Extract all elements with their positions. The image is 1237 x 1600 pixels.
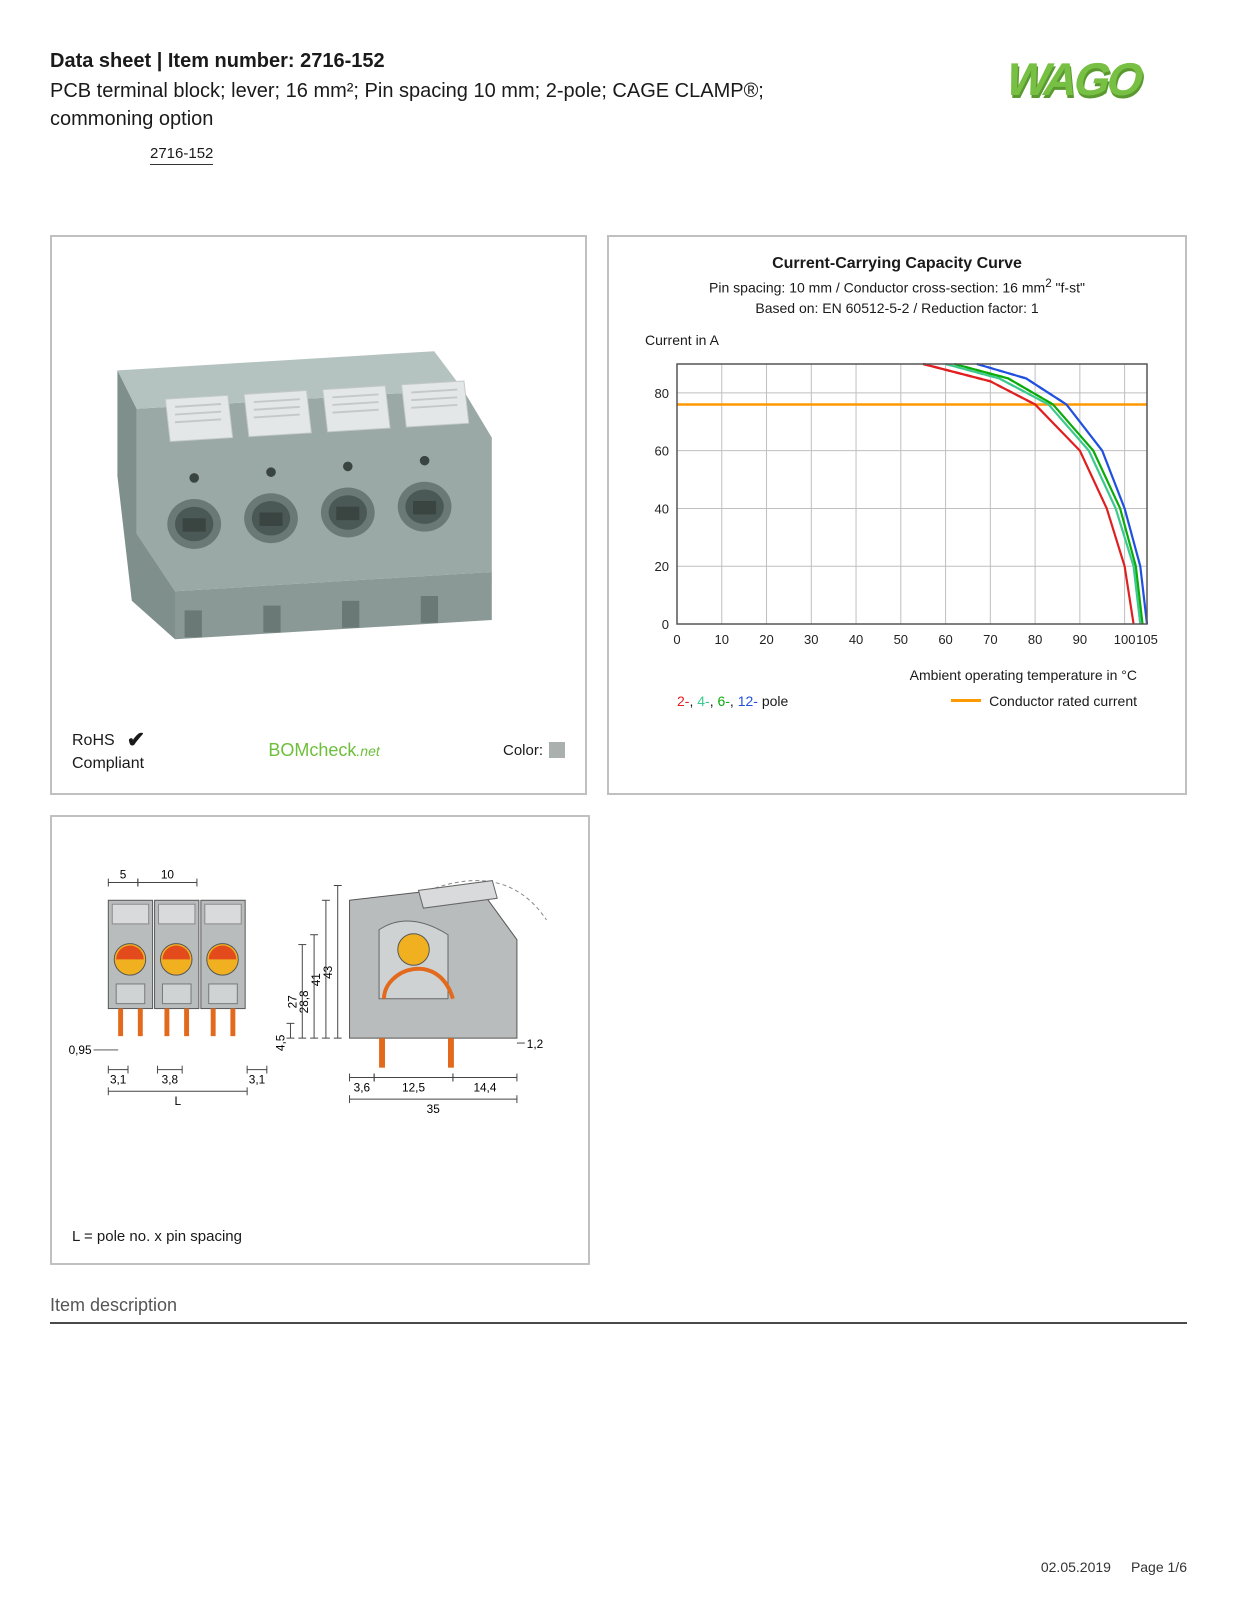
- svg-text:0,95: 0,95: [69, 1043, 92, 1057]
- svg-text:80: 80: [1028, 632, 1042, 647]
- svg-text:3,8: 3,8: [162, 1072, 179, 1086]
- svg-text:3,1: 3,1: [110, 1072, 126, 1086]
- section-divider: [50, 1322, 1187, 1324]
- chart-panel: Current-Carrying Capacity Curve Pin spac…: [607, 235, 1187, 795]
- svg-text:5: 5: [120, 868, 127, 882]
- rohs-label: RoHS: [72, 731, 115, 750]
- color-swatch: [549, 742, 565, 758]
- chart-title: Current-Carrying Capacity Curve: [627, 255, 1167, 273]
- svg-text:20: 20: [655, 559, 669, 574]
- svg-text:60: 60: [655, 443, 669, 458]
- item-description-heading: Item description: [50, 1295, 1187, 1316]
- header: Data sheet | Item number: 2716-152 PCB t…: [50, 50, 1187, 165]
- svg-text:12,5: 12,5: [402, 1080, 425, 1094]
- top-panels-row: RoHS ✔ Compliant BOMcheck.net Color: Cur…: [50, 235, 1187, 795]
- item-number-link[interactable]: 2716-152: [150, 145, 213, 165]
- svg-text:80: 80: [655, 386, 669, 401]
- product-footer: RoHS ✔ Compliant BOMcheck.net Color:: [52, 715, 585, 793]
- svg-text:105: 105: [1136, 632, 1158, 647]
- chart-sub1-prefix: Pin spacing: 10 mm / Conductor cross-sec…: [709, 280, 1045, 296]
- chart-sub1-suffix: "f-st": [1052, 280, 1085, 296]
- chart-sub1: Pin spacing: 10 mm / Conductor cross-sec…: [627, 277, 1167, 296]
- svg-text:90: 90: [1073, 632, 1087, 647]
- svg-text:4,5: 4,5: [274, 1034, 288, 1051]
- header-text-block: Data sheet | Item number: 2716-152 PCB t…: [50, 50, 850, 165]
- svg-text:50: 50: [894, 632, 908, 647]
- bomcheck-text: BOMcheck: [268, 740, 356, 760]
- svg-text:10: 10: [715, 632, 729, 647]
- svg-text:70: 70: [983, 632, 997, 647]
- legend-rated-label: Conductor rated current: [989, 693, 1137, 709]
- product-panel: RoHS ✔ Compliant BOMcheck.net Color:: [50, 235, 587, 795]
- svg-text:1,2: 1,2: [527, 1037, 543, 1051]
- svg-text:41: 41: [309, 973, 323, 986]
- product-image: [52, 237, 585, 715]
- svg-text:14,4: 14,4: [473, 1080, 496, 1094]
- wago-logo: WAGO WAGO: [987, 50, 1187, 115]
- rohs-compliant-label: Compliant: [72, 754, 145, 773]
- footer-page: Page 1/6: [1131, 1559, 1187, 1575]
- color-indicator: Color:: [503, 742, 565, 759]
- chart-y-label: Current in A: [645, 332, 1167, 348]
- chart-sub2: Based on: EN 60512-5-2 / Reduction facto…: [627, 300, 1167, 316]
- dimension-drawing: 5100,953,13,83,1L434128,8274,53,612,514,…: [52, 817, 588, 1210]
- footer-date: 02.05.2019: [1041, 1559, 1111, 1575]
- svg-text:WAGO: WAGO: [1000, 54, 1149, 105]
- color-label: Color:: [503, 742, 543, 759]
- legend-line-icon: [951, 699, 981, 702]
- check-icon: ✔: [127, 727, 145, 753]
- title-row: Data sheet | Item number: 2716-152: [50, 50, 850, 73]
- chart-x-label: Ambient operating temperature in °C: [627, 667, 1167, 683]
- svg-text:20: 20: [759, 632, 773, 647]
- bomcheck-suffix: .net: [356, 743, 379, 759]
- page-footer: 02.05.2019 Page 1/6: [1041, 1559, 1187, 1575]
- svg-text:3,1: 3,1: [249, 1072, 265, 1086]
- svg-text:35: 35: [427, 1102, 441, 1116]
- dimension-panel: 5100,953,13,83,1L434128,8274,53,612,514,…: [50, 815, 590, 1265]
- dimension-note: L = pole no. x pin spacing: [52, 1210, 588, 1263]
- chart-legend: 2-, 4-, 6-, 12- pole Conductor rated cur…: [627, 683, 1167, 709]
- title-prefix: Data sheet | Item number:: [50, 50, 300, 72]
- svg-text:L: L: [174, 1094, 181, 1108]
- svg-text:0: 0: [662, 617, 669, 632]
- title-item-number: 2716-152: [300, 50, 385, 72]
- legend-rated: Conductor rated current: [951, 693, 1137, 709]
- bomcheck-logo: BOMcheck.net: [268, 740, 379, 761]
- legend-poles: 2-, 4-, 6-, 12- pole: [677, 693, 788, 709]
- svg-text:10: 10: [161, 868, 175, 882]
- svg-text:40: 40: [655, 501, 669, 516]
- svg-text:40: 40: [849, 632, 863, 647]
- svg-text:0: 0: [673, 632, 680, 647]
- svg-text:27: 27: [285, 995, 299, 1008]
- svg-text:30: 30: [804, 632, 818, 647]
- svg-text:3,6: 3,6: [354, 1080, 371, 1094]
- chart-plot: 0 10 20 30 40 50 60 70 80 90 100105 0 20 40 60 80: [627, 354, 1167, 659]
- svg-text:60: 60: [938, 632, 952, 647]
- svg-text:100: 100: [1114, 632, 1136, 647]
- rohs-block: RoHS ✔ Compliant: [72, 727, 145, 773]
- subtitle-text: PCB terminal block; lever; 16 mm²; Pin s…: [50, 77, 850, 133]
